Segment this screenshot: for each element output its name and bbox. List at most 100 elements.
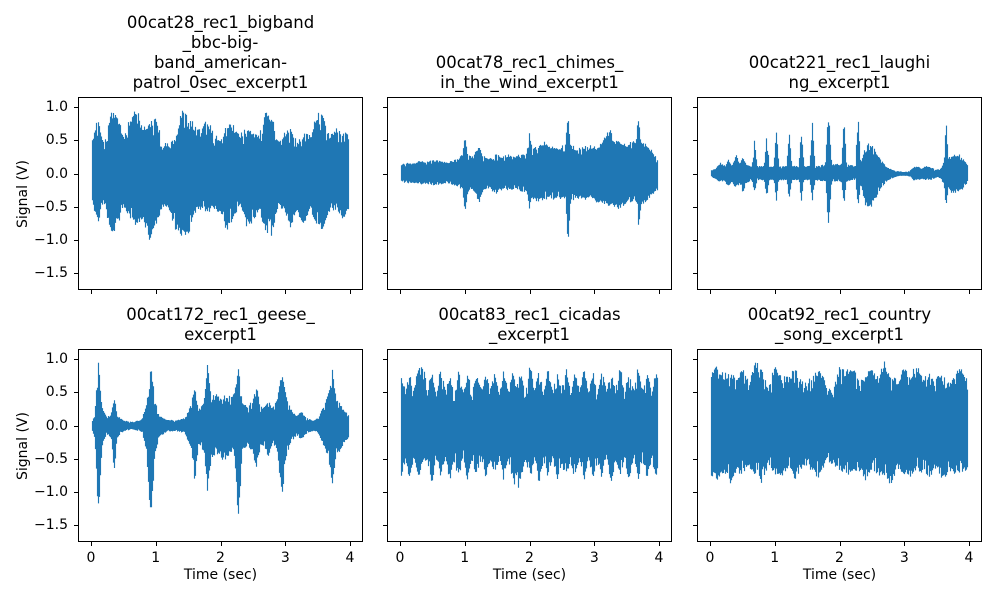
- subplot-title-bigband: 00cat28_rec1_bigband _bbc-big- band_amer…: [126, 12, 315, 92]
- y-tick-mark: [383, 525, 387, 527]
- subplot-title-cicadas: 00cat83_rec1_cicadas _excerpt1: [438, 304, 621, 344]
- x-tick-mark: [839, 542, 841, 546]
- y-tick-mark: [383, 492, 387, 494]
- x-axis-label-time: Time (sec): [183, 567, 258, 583]
- y-tick-mark: [693, 392, 697, 394]
- x-tick-label: 3: [589, 550, 599, 566]
- y-tick-mark: [74, 140, 78, 142]
- x-tick-mark: [594, 542, 596, 546]
- y-tick-mark: [74, 492, 78, 494]
- x-tick-mark: [285, 290, 287, 294]
- x-tick-mark: [400, 542, 401, 546]
- waveform-bigband: [91, 110, 350, 240]
- y-tick-label: −1.5: [34, 517, 68, 534]
- x-tick-label: 0: [86, 550, 96, 566]
- y-tick-mark: [383, 392, 387, 394]
- y-tick-mark: [74, 107, 78, 108]
- axes-country-song: [697, 349, 982, 542]
- y-tick-mark: [74, 206, 78, 208]
- x-tick-label: 1: [151, 550, 161, 566]
- x-tick-mark: [464, 542, 466, 546]
- y-tick-mark: [693, 458, 697, 460]
- x-tick-mark: [710, 542, 711, 546]
- y-tick-label: 0.0: [45, 417, 68, 434]
- x-tick-mark: [220, 290, 222, 294]
- waveform-laughing: [710, 121, 969, 223]
- y-tick-mark: [74, 273, 78, 275]
- y-tick-mark: [383, 273, 387, 275]
- waveform-chimes: [400, 121, 659, 237]
- x-tick-mark: [969, 290, 970, 294]
- x-tick-mark: [91, 290, 92, 294]
- x-axis-label-time: Time (sec): [802, 567, 877, 583]
- y-tick-mark: [74, 425, 78, 427]
- waveform-country-song: [710, 361, 969, 484]
- x-tick-mark: [400, 290, 401, 294]
- y-tick-mark: [693, 173, 697, 175]
- x-tick-mark: [350, 290, 351, 294]
- x-tick-mark: [285, 542, 287, 546]
- waveform-geese: [91, 362, 350, 514]
- x-tick-label: 4: [964, 550, 974, 566]
- y-tick-mark: [383, 173, 387, 175]
- y-tick-label: −0.5: [34, 198, 68, 215]
- subplot-title-chimes: 00cat78_rec1_chimes_ in_the_wind_excerpt…: [435, 52, 624, 92]
- x-tick-label: 2: [835, 550, 844, 566]
- y-tick-mark: [383, 206, 387, 208]
- x-tick-mark: [659, 290, 660, 294]
- x-tick-label: 3: [899, 550, 909, 566]
- x-tick-label: 3: [280, 550, 290, 566]
- x-tick-mark: [155, 542, 157, 546]
- waveform-path-country-song: [710, 361, 969, 484]
- y-tick-mark: [383, 240, 387, 242]
- x-tick-mark: [464, 290, 466, 294]
- x-tick-label: 2: [525, 550, 534, 566]
- y-tick-mark: [693, 140, 697, 142]
- y-tick-label: −1.5: [34, 265, 68, 282]
- waveform-path-chimes: [400, 121, 659, 237]
- y-tick-mark: [693, 107, 697, 108]
- x-tick-label: 0: [395, 550, 405, 566]
- x-tick-mark: [904, 542, 906, 546]
- waveform-path-cicadas: [400, 367, 659, 488]
- y-tick-label: −0.5: [34, 450, 68, 467]
- axes-cicadas: [387, 349, 672, 542]
- y-tick-label: 0.0: [45, 165, 68, 182]
- subplot-title-geese: 00cat172_rec1_geese_ excerpt1: [126, 304, 315, 344]
- y-tick-label: 0.5: [45, 132, 68, 149]
- x-tick-label: 0: [705, 550, 715, 566]
- x-tick-mark: [774, 290, 776, 294]
- y-tick-mark: [74, 392, 78, 394]
- y-tick-mark: [383, 359, 387, 360]
- x-tick-mark: [904, 290, 906, 294]
- axes-geese: [78, 349, 363, 542]
- x-tick-label: 1: [460, 550, 470, 566]
- x-tick-mark: [350, 542, 351, 546]
- y-tick-mark: [693, 240, 697, 242]
- y-tick-mark: [693, 359, 697, 360]
- x-tick-mark: [659, 542, 660, 546]
- waveform-path-bigband: [91, 110, 350, 240]
- y-tick-label: 0.5: [45, 384, 68, 401]
- waveform-path-laughing: [710, 121, 969, 223]
- x-tick-label: 4: [345, 550, 355, 566]
- x-tick-mark: [155, 290, 157, 294]
- y-axis-label-signal: Signal (V): [15, 411, 31, 480]
- x-axis-label-time: Time (sec): [492, 567, 567, 583]
- y-tick-label: −1.0: [34, 232, 68, 249]
- y-tick-mark: [693, 425, 697, 427]
- y-axis-label-signal: Signal (V): [15, 159, 31, 228]
- x-tick-label: 4: [654, 550, 664, 566]
- y-tick-mark: [74, 458, 78, 460]
- subplot-title-laughing: 00cat221_rec1_laughi ng_excerpt1: [748, 52, 931, 92]
- y-tick-mark: [693, 206, 697, 208]
- y-tick-mark: [74, 240, 78, 242]
- y-tick-label: −1.0: [34, 484, 68, 501]
- y-tick-mark: [693, 273, 697, 275]
- waveform-path-geese: [91, 362, 350, 514]
- y-tick-mark: [383, 140, 387, 142]
- x-tick-mark: [774, 542, 776, 546]
- x-tick-mark: [594, 290, 596, 294]
- x-tick-mark: [220, 542, 222, 546]
